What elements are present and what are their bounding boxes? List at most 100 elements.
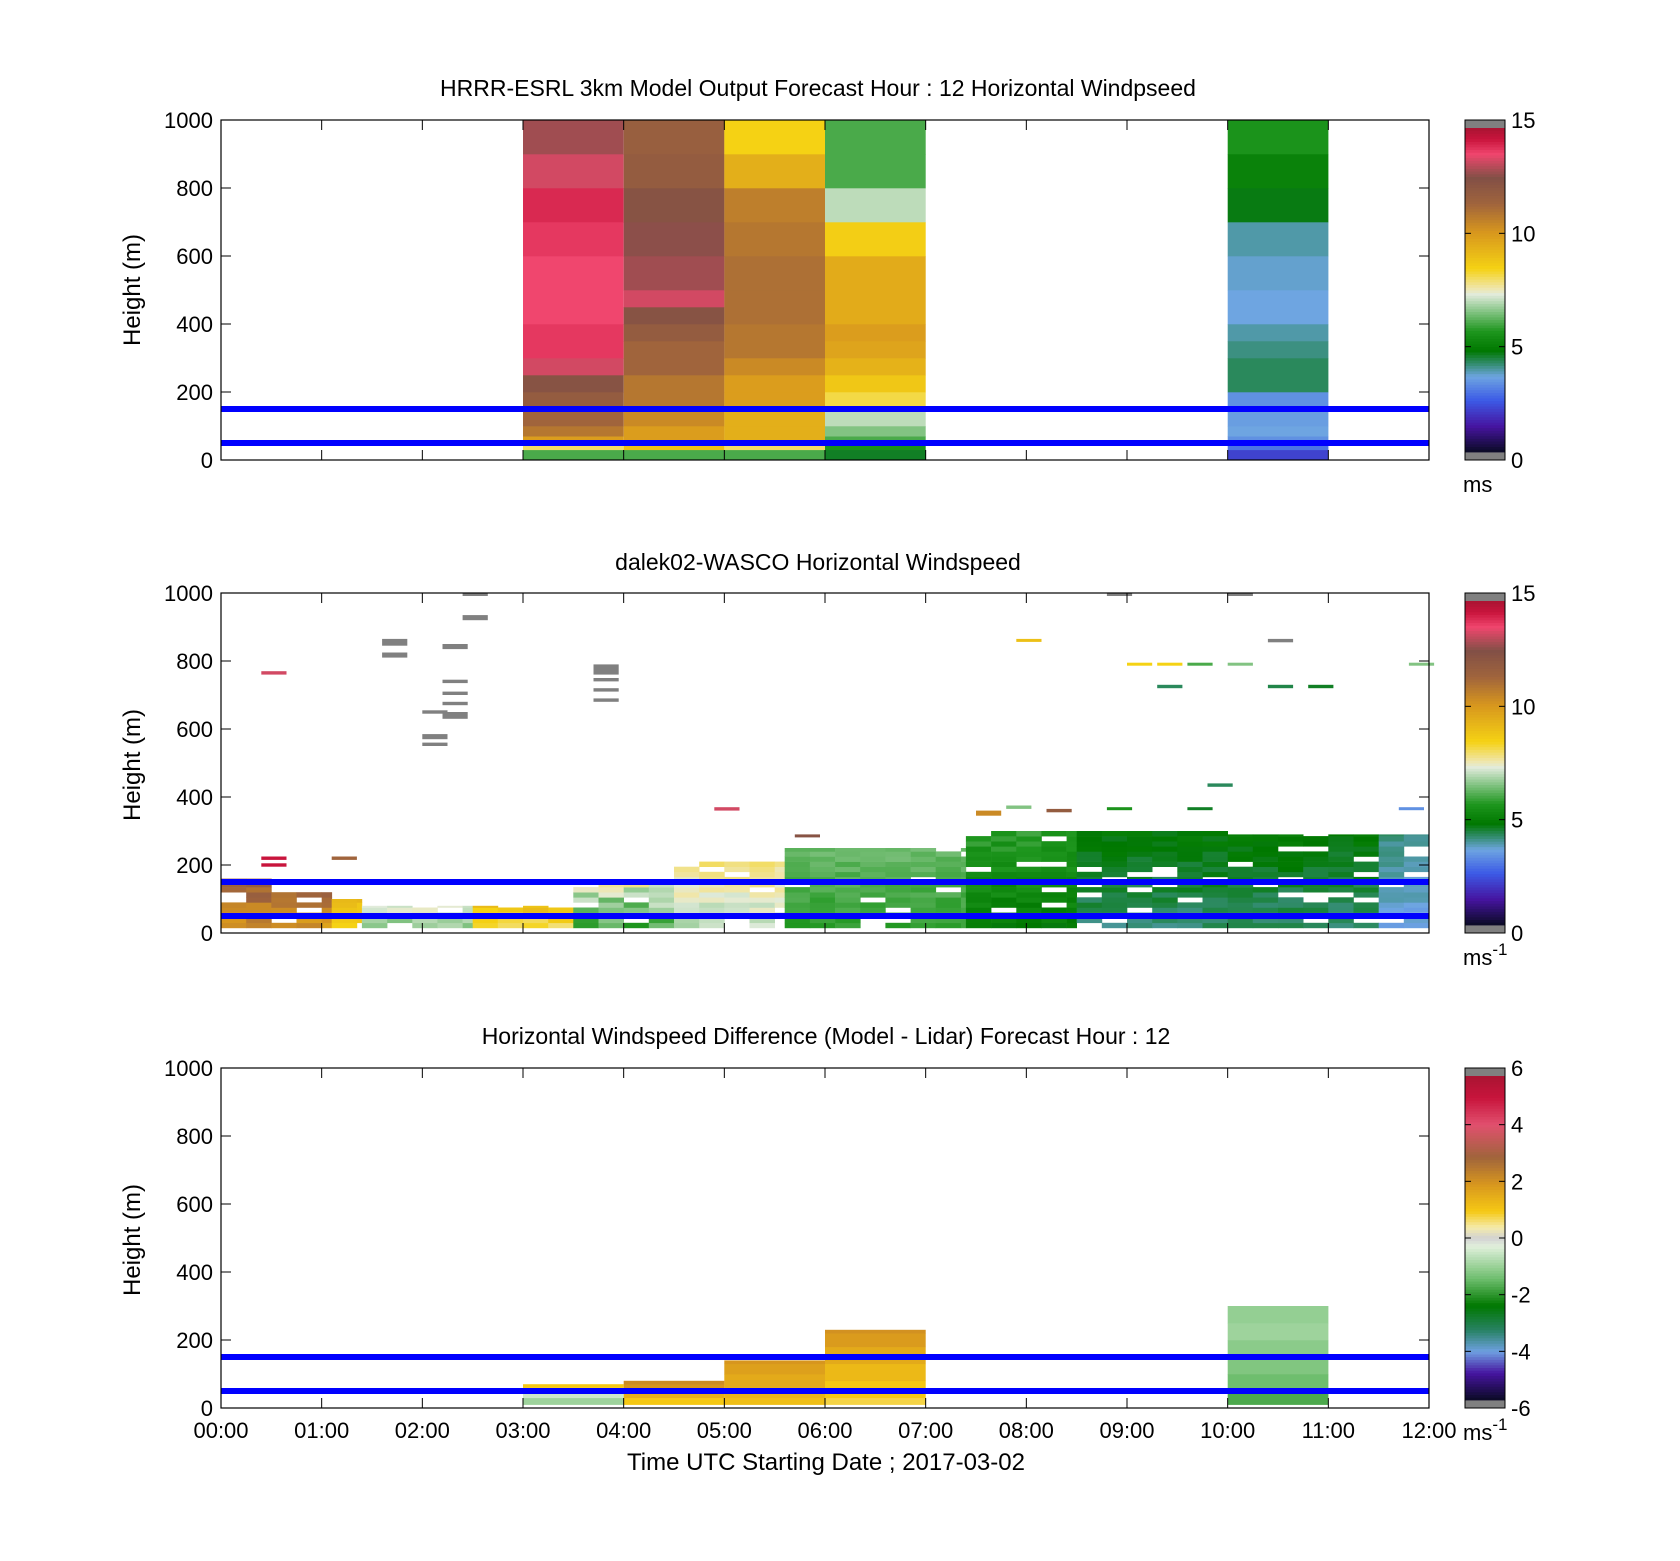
- heatmap-cell: [1303, 841, 1329, 847]
- colorbar-segment: [1465, 684, 1505, 688]
- heatmap-cell: [623, 922, 650, 929]
- colorbar-segment: [1465, 695, 1505, 699]
- heatmap-cell: [382, 638, 408, 646]
- colorbar-segment: [1465, 841, 1505, 845]
- heatmap-cell: [1252, 846, 1279, 852]
- heatmap-cell: [1403, 907, 1430, 913]
- heatmap-cell: [472, 907, 499, 913]
- colorbar-segment: [1465, 838, 1505, 842]
- colorbar-segment: [1465, 136, 1505, 140]
- colorbar-segment: [1465, 798, 1505, 802]
- heatmap-cell: [1016, 866, 1042, 873]
- colorbar-segment: [1465, 633, 1505, 637]
- colorbar-segment: [1465, 292, 1505, 296]
- colorbar-segment: [1465, 1178, 1505, 1182]
- panel-3-title: Horizontal Windspeed Difference (Model -…: [482, 1023, 1171, 1049]
- heatmap-cell: [1202, 892, 1228, 898]
- heatmap-cell: [825, 120, 926, 155]
- heatmap-cell: [1177, 831, 1203, 837]
- heatmap-cell: [523, 222, 624, 257]
- colorbar-segment: [1465, 1084, 1505, 1088]
- colorbar-segment: [1465, 601, 1505, 605]
- colorbar-segment: [1465, 754, 1505, 758]
- heatmap-cell: [835, 907, 861, 913]
- heatmap-cell: [825, 188, 926, 223]
- colorbar-segment: [1465, 1221, 1505, 1225]
- colorbar-segment: [1465, 1116, 1505, 1120]
- heatmap-cell: [1303, 902, 1329, 908]
- colorbar-segment: [1465, 1248, 1505, 1252]
- colorbar-segment: [1465, 1305, 1505, 1309]
- heatmap-cell: [623, 290, 725, 308]
- heatmap-cell: [1076, 831, 1103, 837]
- colorbar-segment: [1465, 1089, 1505, 1093]
- heatmap-cell: [860, 856, 886, 862]
- heatmap-cell: [1378, 851, 1405, 857]
- colorbar-segment: [1465, 803, 1505, 807]
- heatmap-cell: [1403, 897, 1430, 903]
- colorbar-segment: [1465, 889, 1505, 893]
- heatmap-cell: [809, 917, 836, 924]
- heatmap-cell: [960, 866, 967, 873]
- panel-3-xlabel: Time UTC Starting Date ; 2017-03-02: [627, 1449, 1025, 1476]
- heatmap-cell: [1252, 866, 1279, 873]
- heatmap-cell: [1177, 917, 1203, 924]
- colorbar-tick-label: 5: [1511, 808, 1523, 833]
- heatmap-cell: [1227, 892, 1254, 898]
- heatmap-cell: [724, 222, 825, 257]
- heatmap-cell: [1202, 851, 1228, 857]
- heatmap-cell: [548, 917, 574, 924]
- colorbar-segment: [1465, 1356, 1505, 1360]
- heatmap-cell: [835, 871, 861, 878]
- heatmap-cell: [437, 905, 463, 908]
- heatmap-cell: [1066, 846, 1077, 852]
- colorbar-segment: [1465, 371, 1505, 375]
- heatmap-cell: [1328, 871, 1354, 878]
- heatmap-cell: [1041, 897, 1067, 903]
- colorbar-tick-label: 5: [1511, 335, 1523, 360]
- heatmap-cell: [1252, 922, 1279, 929]
- heatmap-cell: [246, 922, 272, 929]
- colorbar-segment: [1465, 236, 1505, 240]
- colorbar-over: [1465, 1068, 1505, 1076]
- colorbar-segment: [1465, 335, 1505, 339]
- heatmap-cell: [885, 871, 911, 878]
- colorbar-segment: [1465, 387, 1505, 391]
- heatmap-cell: [825, 1329, 926, 1334]
- heatmap-cell: [623, 1384, 725, 1392]
- heatmap-cell: [965, 902, 992, 908]
- heatmap-cell: [1066, 897, 1077, 903]
- heatmap-cell: [960, 897, 967, 903]
- heatmap-cell: [523, 917, 549, 924]
- heatmap-cell: [699, 922, 725, 929]
- colorbar-segment: [1465, 725, 1505, 729]
- colorbar-segment: [1465, 443, 1505, 447]
- heatmap-cell: [1127, 861, 1153, 867]
- colorbar-segment: [1465, 338, 1505, 342]
- colorbar-tick-label: 0: [1511, 448, 1523, 473]
- heatmap-cell: [965, 871, 992, 878]
- heatmap-cell: [991, 851, 1017, 857]
- colorbar-segment: [1465, 825, 1505, 829]
- heatmap-cell: [1177, 861, 1203, 867]
- colorbar-segment: [1465, 906, 1505, 910]
- heatmap-cell: [674, 892, 700, 898]
- heatmap-cell: [724, 866, 750, 873]
- colorbar-segment: [1465, 1094, 1505, 1098]
- colorbar-segment: [1465, 1348, 1505, 1352]
- heatmap-cell: [835, 866, 861, 873]
- colorbar-segment: [1465, 322, 1505, 326]
- heatmap-cell: [991, 871, 1017, 878]
- heatmap-cell: [991, 866, 1017, 873]
- heatmap-cell: [935, 871, 962, 878]
- heatmap-cell: [1016, 856, 1042, 862]
- heatmap-cell: [1016, 897, 1042, 903]
- heatmap-cell: [593, 688, 619, 692]
- colorbar-segment: [1465, 622, 1505, 626]
- colorbar-segment: [1465, 128, 1505, 132]
- heatmap-cell: [523, 392, 624, 410]
- heatmap-cell: [1303, 861, 1329, 867]
- heatmap-cell: [523, 1397, 624, 1405]
- heatmap-cell: [1016, 902, 1042, 908]
- colorbar-segment: [1465, 787, 1505, 791]
